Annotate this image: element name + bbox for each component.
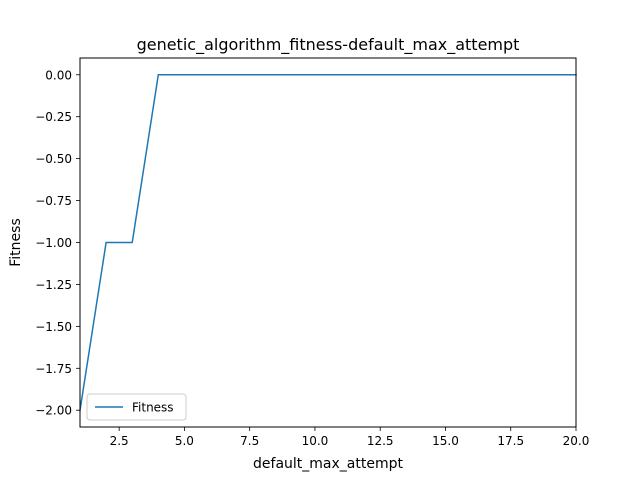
y-tick-label: −0.25 xyxy=(35,110,72,124)
x-tick-label: 20.0 xyxy=(563,434,590,448)
x-tick-label: 10.0 xyxy=(302,434,329,448)
y-tick-label: −0.50 xyxy=(35,152,72,166)
y-tick-label: −1.25 xyxy=(35,278,72,292)
x-tick-label: 5.0 xyxy=(175,434,194,448)
y-axis-ticks: 0.00 −0.25 −0.50 −0.75 −1.00 −1.25 −1.50 −1.75 −… xyxy=(35,68,80,418)
y-axis-label: Fitness xyxy=(8,218,24,267)
x-axis-ticks: 2.5 5.0 7.5 10.0 12.5 15.0 17.5 20.0 xyxy=(110,427,590,448)
y-tick-label: −1.75 xyxy=(35,362,72,376)
series-layer xyxy=(79,74,577,412)
legend-label: Fitness xyxy=(132,401,174,415)
y-tick-label: −0.75 xyxy=(35,194,72,208)
x-axis-label: default_max_attempt xyxy=(253,456,403,472)
y-tick-label: −1.50 xyxy=(35,320,72,334)
x-tick-label: 15.0 xyxy=(432,434,459,448)
y-tick-label: −1.00 xyxy=(35,236,72,250)
y-tick-label: −2.00 xyxy=(35,404,72,418)
x-tick-label: 2.5 xyxy=(110,434,129,448)
x-tick-label: 17.5 xyxy=(497,434,524,448)
series-line-0 xyxy=(79,74,577,412)
legend: Fitness xyxy=(86,393,187,421)
chart-title: genetic_algorithm_fitness-default_max_at… xyxy=(137,35,520,55)
y-tick-label: 0.00 xyxy=(45,68,72,82)
legend-box xyxy=(86,393,187,421)
x-tick-label: 12.5 xyxy=(367,434,394,448)
plot-frame xyxy=(79,57,577,428)
x-tick-label: 7.5 xyxy=(240,434,259,448)
